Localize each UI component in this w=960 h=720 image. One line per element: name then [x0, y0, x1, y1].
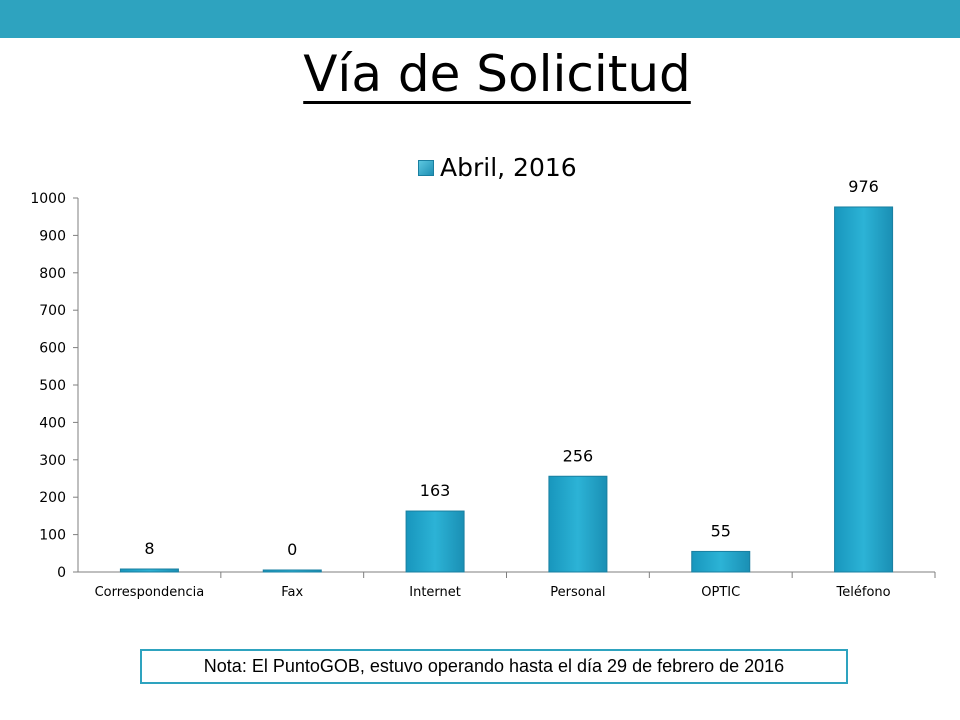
x-tick-label: Fax: [281, 585, 303, 600]
data-label: 8: [144, 539, 154, 558]
y-tick-label: 400: [39, 415, 66, 431]
y-tick-label: 100: [39, 528, 66, 544]
data-label: 163: [420, 481, 451, 500]
y-tick-label: 200: [39, 490, 66, 506]
bar-teléfono: [834, 206, 894, 573]
y-tick-label: 500: [39, 378, 66, 394]
bar-optic: [691, 550, 751, 573]
chart-legend: Abril, 2016: [418, 153, 577, 182]
x-tick-label: Personal: [550, 585, 605, 600]
bar-internet: [405, 510, 465, 573]
x-tick-label: OPTIC: [701, 585, 740, 600]
top-accent-bar: [0, 0, 960, 38]
y-tick-label: 800: [39, 266, 66, 282]
slide-title: Vía de Solicitud: [303, 45, 691, 103]
data-label: 0: [287, 540, 297, 559]
x-tick-label: Internet: [409, 585, 461, 600]
data-label: 55: [711, 521, 731, 540]
y-tick-label: 600: [39, 341, 66, 357]
y-tick-label: 900: [39, 228, 66, 244]
bar-personal: [548, 475, 608, 573]
x-tick-label: Correspondencia: [95, 585, 205, 600]
y-tick-label: 700: [39, 303, 66, 319]
data-label: 976: [848, 177, 879, 196]
data-label: 256: [563, 446, 594, 465]
note-box: Nota: El PuntoGOB, estuvo operando hasta…: [140, 649, 848, 684]
y-tick-label: 300: [39, 453, 66, 469]
bar-correspondencia: [119, 568, 179, 573]
bar-fax: [262, 569, 322, 573]
x-tick-label: Teléfono: [836, 585, 891, 600]
legend-label: Abril, 2016: [440, 153, 577, 182]
y-tick-label: 1000: [30, 191, 66, 207]
y-tick-label: 0: [57, 565, 66, 581]
legend-swatch: [418, 159, 434, 176]
